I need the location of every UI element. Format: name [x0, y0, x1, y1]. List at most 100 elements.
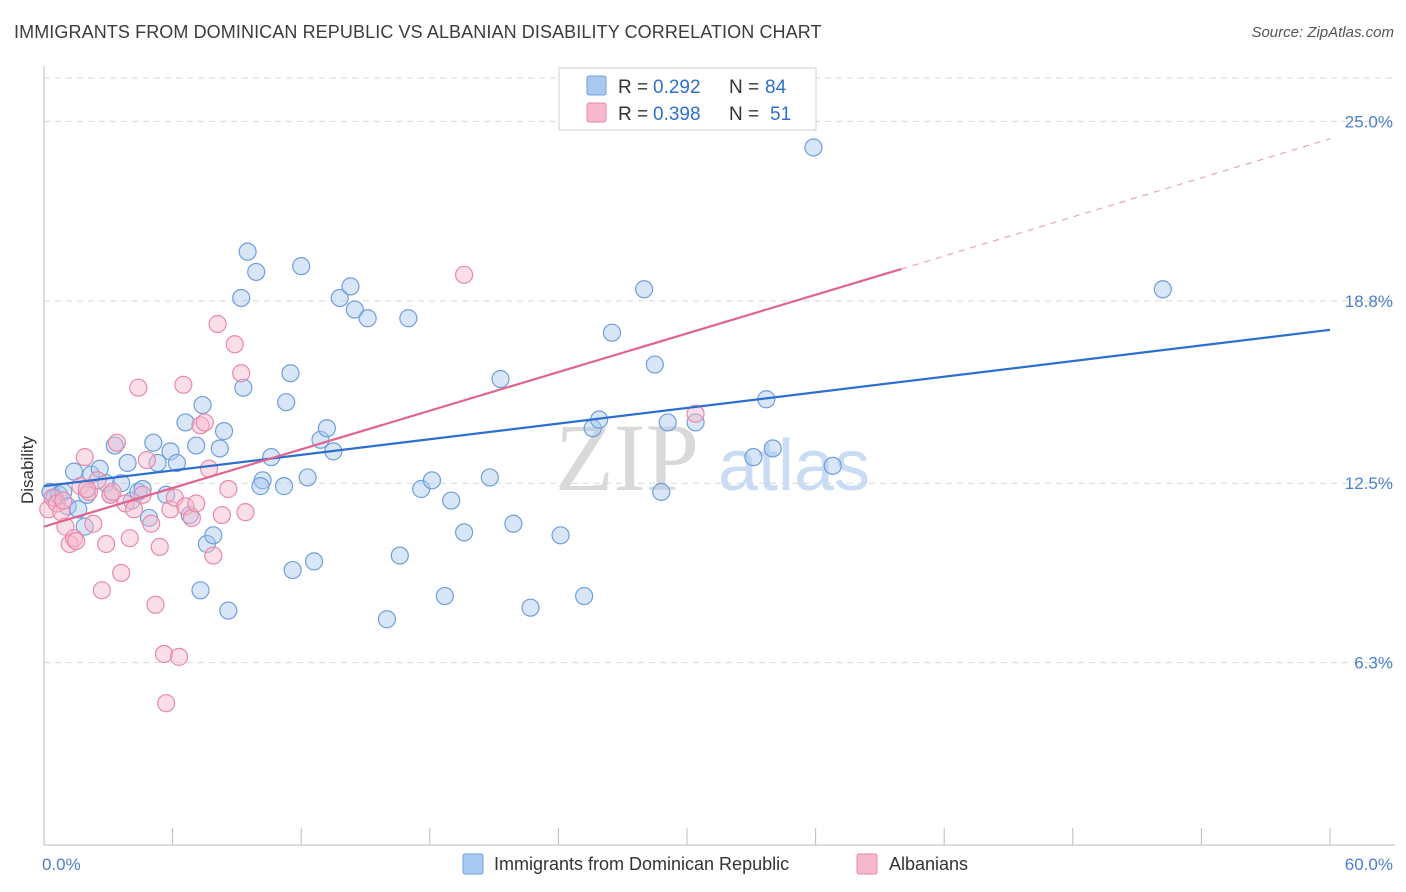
pink-point-18 — [120, 529, 139, 548]
blue-point-49 — [341, 277, 360, 296]
blue-point-26 — [180, 505, 199, 525]
y-tick-label-3: 25.0% — [1345, 112, 1393, 131]
pink-point-41 — [219, 479, 238, 499]
blue-point-71 — [652, 482, 671, 501]
pink-point-16 — [112, 563, 131, 583]
pink-point-24 — [146, 595, 165, 614]
y-tick-labels: 6.3% 12.5% 18.8% 25.0% — [1345, 112, 1393, 672]
blue-point-57 — [435, 586, 454, 606]
legend-pink-swatch — [586, 102, 607, 123]
blue-point-60 — [480, 468, 499, 487]
blue-point-44 — [304, 552, 324, 571]
watermark-atlas: atlas — [718, 426, 870, 506]
x-tick-label-max: 60.0% — [1345, 855, 1393, 874]
blue-point-58 — [442, 491, 461, 510]
pink-point-49 — [686, 404, 705, 423]
blue-point-41 — [283, 560, 302, 580]
blue-point-30 — [204, 526, 223, 545]
blue-point-80 — [193, 395, 212, 415]
bottom-legend-pink-swatch — [856, 853, 878, 875]
pink-point-28 — [161, 500, 180, 519]
pink-point-38 — [204, 546, 223, 565]
legend-pink-n-label: N = — [729, 104, 759, 125]
pink-point-6 — [64, 529, 84, 548]
blue-point-6 — [69, 500, 88, 519]
pink-point-44 — [236, 503, 255, 522]
blue-point-61 — [491, 369, 510, 389]
blue-point-33 — [219, 601, 238, 620]
blue-point-70 — [645, 355, 664, 374]
pink-point-10 — [84, 514, 103, 533]
y-axis-label: Disability — [18, 435, 37, 504]
blue-point-63 — [521, 598, 540, 617]
blue-point-51 — [358, 309, 377, 328]
pink-point-23 — [142, 514, 161, 533]
y-tick-label-2: 18.8% — [1345, 292, 1393, 311]
blue-point-23 — [161, 442, 180, 461]
legend-blue-r-value: 0.292 — [653, 77, 701, 98]
blue-point-28 — [191, 581, 210, 600]
y-tick-label-1: 12.5% — [1345, 474, 1393, 493]
blue-point-65 — [575, 586, 594, 606]
pink-point-39 — [208, 314, 227, 334]
blue-point-56 — [422, 471, 442, 490]
legend-pink-r-value: 0.398 — [653, 104, 701, 125]
pink-point-31 — [174, 375, 193, 394]
blue-point-74 — [744, 448, 763, 467]
blue-point-34 — [232, 288, 251, 308]
blue-point-13 — [105, 436, 124, 455]
blue-point-53 — [390, 546, 409, 565]
blue-point-39 — [274, 477, 294, 496]
trend-lines — [43, 138, 1331, 528]
pink-point-46 — [77, 479, 96, 499]
blue-point-78 — [823, 456, 842, 475]
blue-point-52 — [377, 610, 397, 629]
pink-point-15 — [107, 433, 126, 452]
blue-point-72 — [658, 413, 677, 432]
pink-point-45 — [103, 482, 122, 501]
pink-point-30 — [169, 647, 189, 666]
pink-point-33 — [182, 508, 201, 528]
pink-point-32 — [176, 497, 195, 516]
pink-point-43 — [232, 364, 251, 383]
blue-point-35 — [238, 242, 257, 261]
blue-point-42 — [292, 257, 311, 276]
series-blue-points — [41, 138, 1172, 629]
pink-point-26 — [154, 644, 174, 664]
blue-point-50 — [345, 300, 364, 319]
blue-point-15 — [118, 453, 137, 473]
blue-point-62 — [504, 514, 523, 533]
blue-point-59 — [454, 523, 474, 542]
pink-point-42 — [225, 335, 244, 354]
x-tick-labels: 0.0% 60.0% — [42, 855, 1393, 874]
pink-point-8 — [75, 448, 94, 467]
pink-point-12 — [92, 581, 111, 600]
x-tick-label-min: 0.0% — [42, 855, 81, 874]
pink-trend-line — [43, 267, 902, 528]
blue-point-32 — [214, 422, 234, 441]
series-pink-points — [39, 265, 705, 713]
pink-point-27 — [157, 694, 176, 713]
axes — [43, 66, 1395, 846]
bottom-legend-blue-swatch — [462, 853, 484, 875]
blue-point-43 — [298, 468, 317, 487]
legend-pink-n-value: 51 — [770, 104, 791, 125]
pink-point-48 — [454, 265, 474, 284]
pink-point-14 — [101, 485, 120, 504]
bottom-legend-blue-label: Immigrants from Dominican Republic — [494, 854, 789, 874]
blue-point-54 — [399, 309, 418, 328]
legend-blue-swatch — [586, 75, 607, 96]
pink-point-36 — [195, 413, 214, 432]
y-tick-label-0: 6.3% — [1354, 654, 1393, 673]
pink-point-19 — [124, 500, 144, 519]
blue-point-20 — [144, 433, 163, 452]
blue-point-25 — [176, 413, 195, 432]
blue-point-27 — [187, 436, 206, 455]
pink-point-25 — [150, 537, 169, 556]
bottom-legend: Immigrants from Dominican Republic Alban… — [462, 853, 968, 875]
legend: R = 0.292 N = 84 R = 0.398 N = 51 — [558, 67, 817, 131]
pink-trend-extension — [901, 138, 1331, 270]
legend-blue-n-label: N = — [729, 77, 759, 98]
pink-point-22 — [137, 450, 156, 470]
